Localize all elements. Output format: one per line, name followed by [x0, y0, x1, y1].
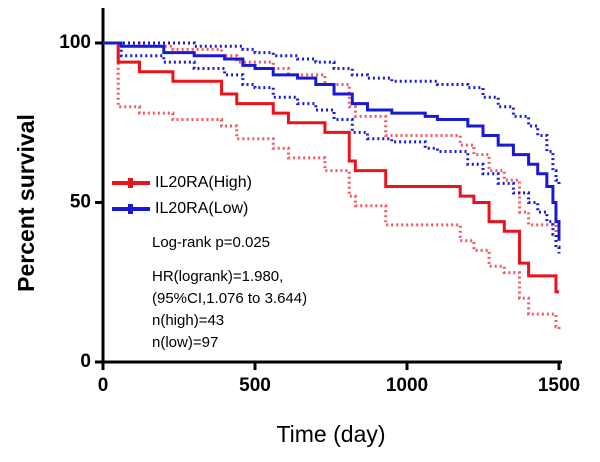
- annotation: n(high)=43: [152, 312, 224, 329]
- x-tick-label: 1000: [386, 375, 428, 396]
- y-tick-label: 100: [59, 32, 91, 53]
- x-axis-title: Time (day): [276, 421, 385, 447]
- survival-line: [103, 41, 559, 294]
- annotation: n(low)=97: [152, 334, 218, 351]
- legend-label: IL20RA(Low): [155, 200, 248, 217]
- confidence-band: [103, 41, 561, 187]
- legend-marker: [128, 178, 133, 188]
- confidence-band: [103, 41, 561, 251]
- x-tick-label: 500: [239, 375, 271, 396]
- confidence-band: [103, 41, 561, 254]
- x-tick-label: 1500: [538, 375, 580, 396]
- y-tick-label: 0: [80, 351, 91, 372]
- confidence-band: [103, 41, 561, 331]
- x-tick-label: 0: [98, 375, 109, 396]
- legend-marker: [128, 204, 133, 214]
- annotation: Log-rank p=0.025: [152, 234, 270, 251]
- y-axis-title: Percent survival: [13, 114, 39, 292]
- annotation: (95%CI,1.076 to 3.644): [152, 290, 307, 307]
- legend-label: IL20RA(High): [155, 174, 252, 191]
- survival-line: [103, 41, 561, 241]
- annotation: HR(logrank)=1.980,: [152, 268, 283, 285]
- y-tick-label: 50: [70, 192, 91, 213]
